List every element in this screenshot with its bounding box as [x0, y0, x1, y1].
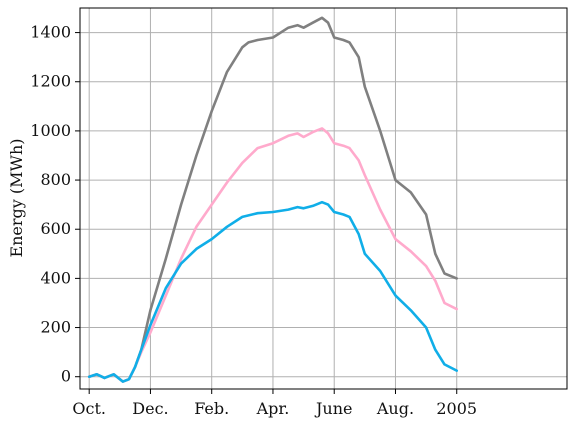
grid-lines — [80, 8, 567, 389]
plot-frame — [79, 7, 568, 390]
x-tick-label: June — [314, 399, 353, 418]
y-tick-label: 1200 — [30, 72, 71, 91]
series-lines — [87, 16, 459, 383]
y-tick-label: 1000 — [30, 121, 71, 140]
y-tick-labels: 0 200 400 600 800 1000 1200 1400 — [30, 23, 71, 386]
axis-ticks — [75, 32, 458, 394]
y-tick-label: 800 — [40, 170, 71, 189]
y-tick-label: 600 — [40, 219, 71, 238]
x-tick-label: Apr. — [256, 399, 290, 418]
x-tick-label: Feb. — [194, 399, 229, 418]
y-axis-label: Energy (MWh) — [7, 138, 26, 257]
y-tick-label: 0 — [61, 367, 71, 386]
x-tick-label: Oct. — [72, 399, 106, 418]
series-line-3 — [87, 200, 459, 383]
x-tick-labels: Oct. Dec. Feb. Apr. June Aug. 2005 — [72, 399, 477, 418]
y-tick-label: 200 — [40, 318, 71, 337]
x-tick-label: Dec. — [132, 399, 168, 418]
x-tick-label: 2005 — [436, 399, 477, 418]
y-tick-label: 400 — [40, 268, 71, 287]
y-tick-label: 1400 — [30, 23, 71, 42]
x-tick-label: Aug. — [376, 399, 414, 418]
